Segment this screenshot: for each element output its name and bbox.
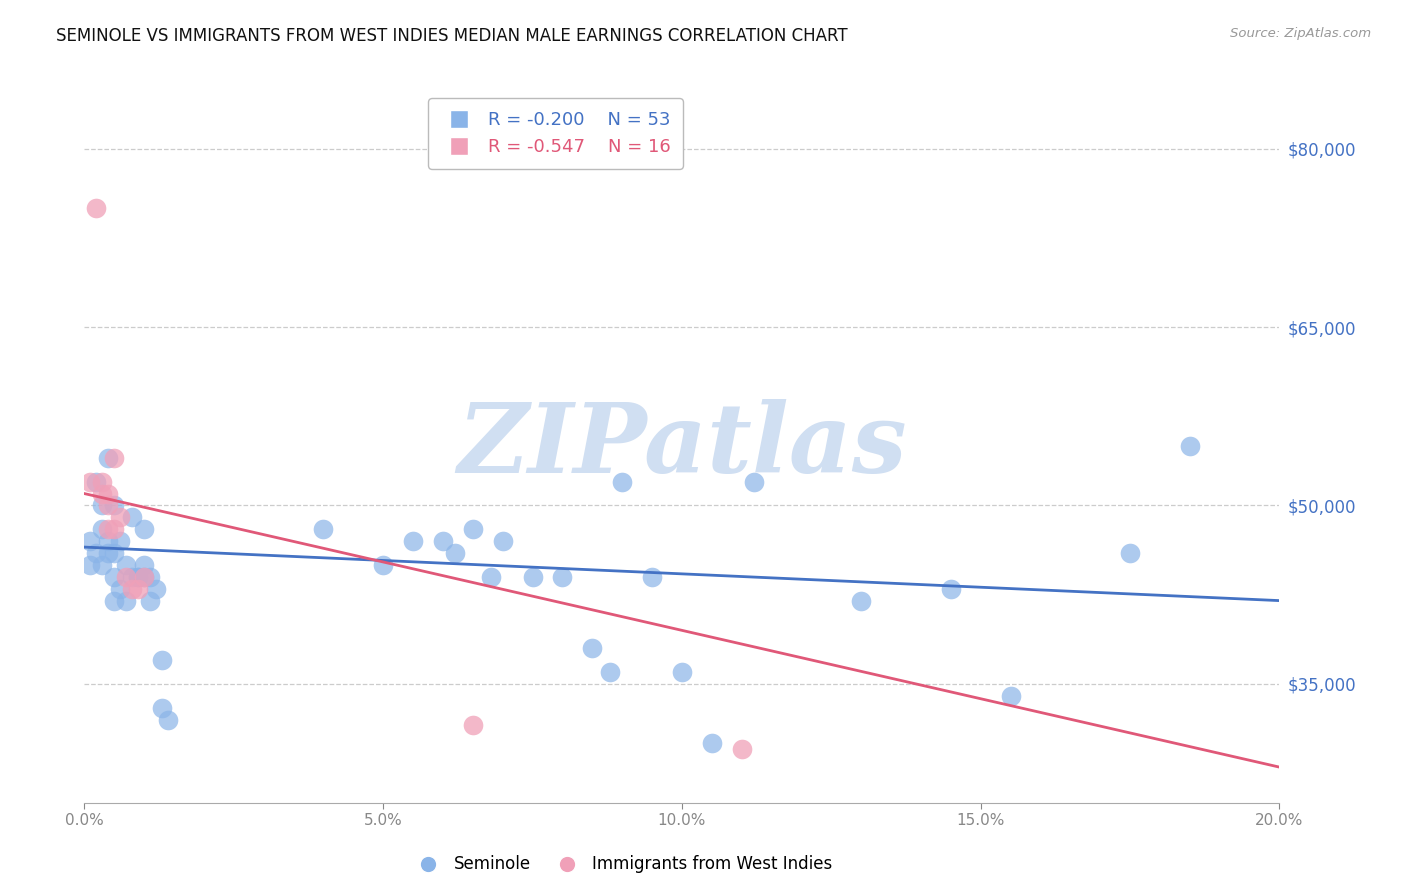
Point [121, 510, 143, 524]
Point [91, 558, 114, 572]
Point [132, 570, 156, 584]
Point [312, 522, 335, 536]
Point [1119, 546, 1142, 560]
Point [522, 570, 544, 584]
Point [742, 475, 765, 489]
Point [479, 570, 502, 584]
Point [461, 522, 484, 536]
Point [610, 475, 633, 489]
Point [127, 570, 149, 584]
Point [97, 499, 120, 513]
Point [91, 475, 114, 489]
Point [97, 522, 120, 536]
Point [103, 450, 125, 465]
Point [110, 534, 132, 549]
Point [86, 475, 108, 489]
Point [110, 582, 132, 596]
Point [91, 522, 114, 536]
Point [103, 570, 125, 584]
Point [79, 534, 101, 549]
Point [97, 486, 120, 500]
Point [849, 593, 872, 607]
Point [97, 546, 120, 560]
Point [97, 534, 120, 549]
Point [939, 582, 962, 596]
Point [731, 742, 754, 756]
Point [581, 641, 603, 656]
Point [97, 450, 120, 465]
Point [1000, 689, 1022, 703]
Point [700, 736, 723, 750]
Point [110, 510, 132, 524]
Point [641, 570, 664, 584]
Point [145, 582, 167, 596]
Point [79, 558, 101, 572]
Point [91, 499, 114, 513]
Point [127, 570, 149, 584]
Point [1178, 439, 1201, 453]
Text: SEMINOLE VS IMMIGRANTS FROM WEST INDIES MEDIAN MALE EARNINGS CORRELATION CHART: SEMINOLE VS IMMIGRANTS FROM WEST INDIES … [56, 27, 848, 45]
Point [115, 593, 138, 607]
Point [103, 593, 125, 607]
Point [115, 570, 138, 584]
Point [139, 570, 162, 584]
Point [103, 522, 125, 536]
Point [157, 713, 180, 727]
Text: ZIPatlas: ZIPatlas [457, 399, 907, 493]
Point [461, 718, 484, 732]
Point [371, 558, 394, 572]
Point [91, 486, 114, 500]
Point [150, 653, 173, 667]
Point [121, 582, 143, 596]
Point [132, 558, 156, 572]
Point [150, 700, 173, 714]
Point [671, 665, 693, 679]
Point [432, 534, 454, 549]
Point [551, 570, 574, 584]
Point [127, 582, 149, 596]
Point [115, 558, 138, 572]
Point [86, 546, 108, 560]
Point [103, 499, 125, 513]
Point [402, 534, 425, 549]
Point [103, 546, 125, 560]
Point [492, 534, 515, 549]
Legend: Seminole, Immigrants from West Indies: Seminole, Immigrants from West Indies [405, 849, 839, 880]
Point [79, 475, 101, 489]
Point [599, 665, 621, 679]
Point [121, 570, 143, 584]
Point [132, 522, 156, 536]
Point [139, 593, 162, 607]
Point [444, 546, 467, 560]
Point [132, 570, 156, 584]
Point [86, 201, 108, 215]
Text: Source: ZipAtlas.com: Source: ZipAtlas.com [1230, 27, 1371, 40]
